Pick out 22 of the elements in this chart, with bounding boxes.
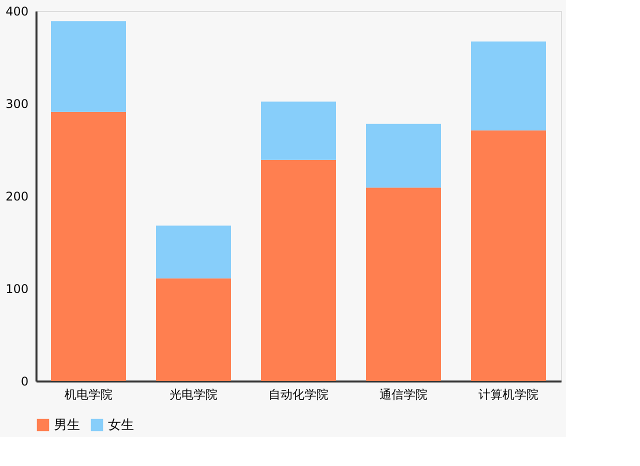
bar: [51, 21, 126, 112]
bar: [366, 124, 441, 188]
bar: [261, 160, 336, 381]
x-tick-label: 通信学院: [380, 388, 428, 402]
x-tick-label: 机电学院: [64, 388, 112, 402]
y-tick-label: 400: [6, 4, 28, 18]
y-tick-label: 100: [6, 282, 28, 296]
x-tick-label: 自动化学院: [268, 388, 328, 402]
legend-label: 女生: [108, 418, 134, 433]
bar: [261, 102, 336, 160]
bar: [366, 188, 441, 381]
bar: [156, 278, 231, 381]
bar: [471, 42, 546, 130]
x-tick-label: 计算机学院: [478, 388, 538, 402]
y-tick-label: 0: [20, 374, 28, 388]
y-tick-label: 300: [6, 97, 28, 111]
bar: [471, 130, 546, 381]
bar: [156, 226, 231, 278]
y-tick-label: 200: [6, 190, 28, 204]
x-tick-label: 光电学院: [170, 388, 218, 402]
bar: [51, 112, 126, 381]
legend-label: 男生: [54, 418, 80, 433]
